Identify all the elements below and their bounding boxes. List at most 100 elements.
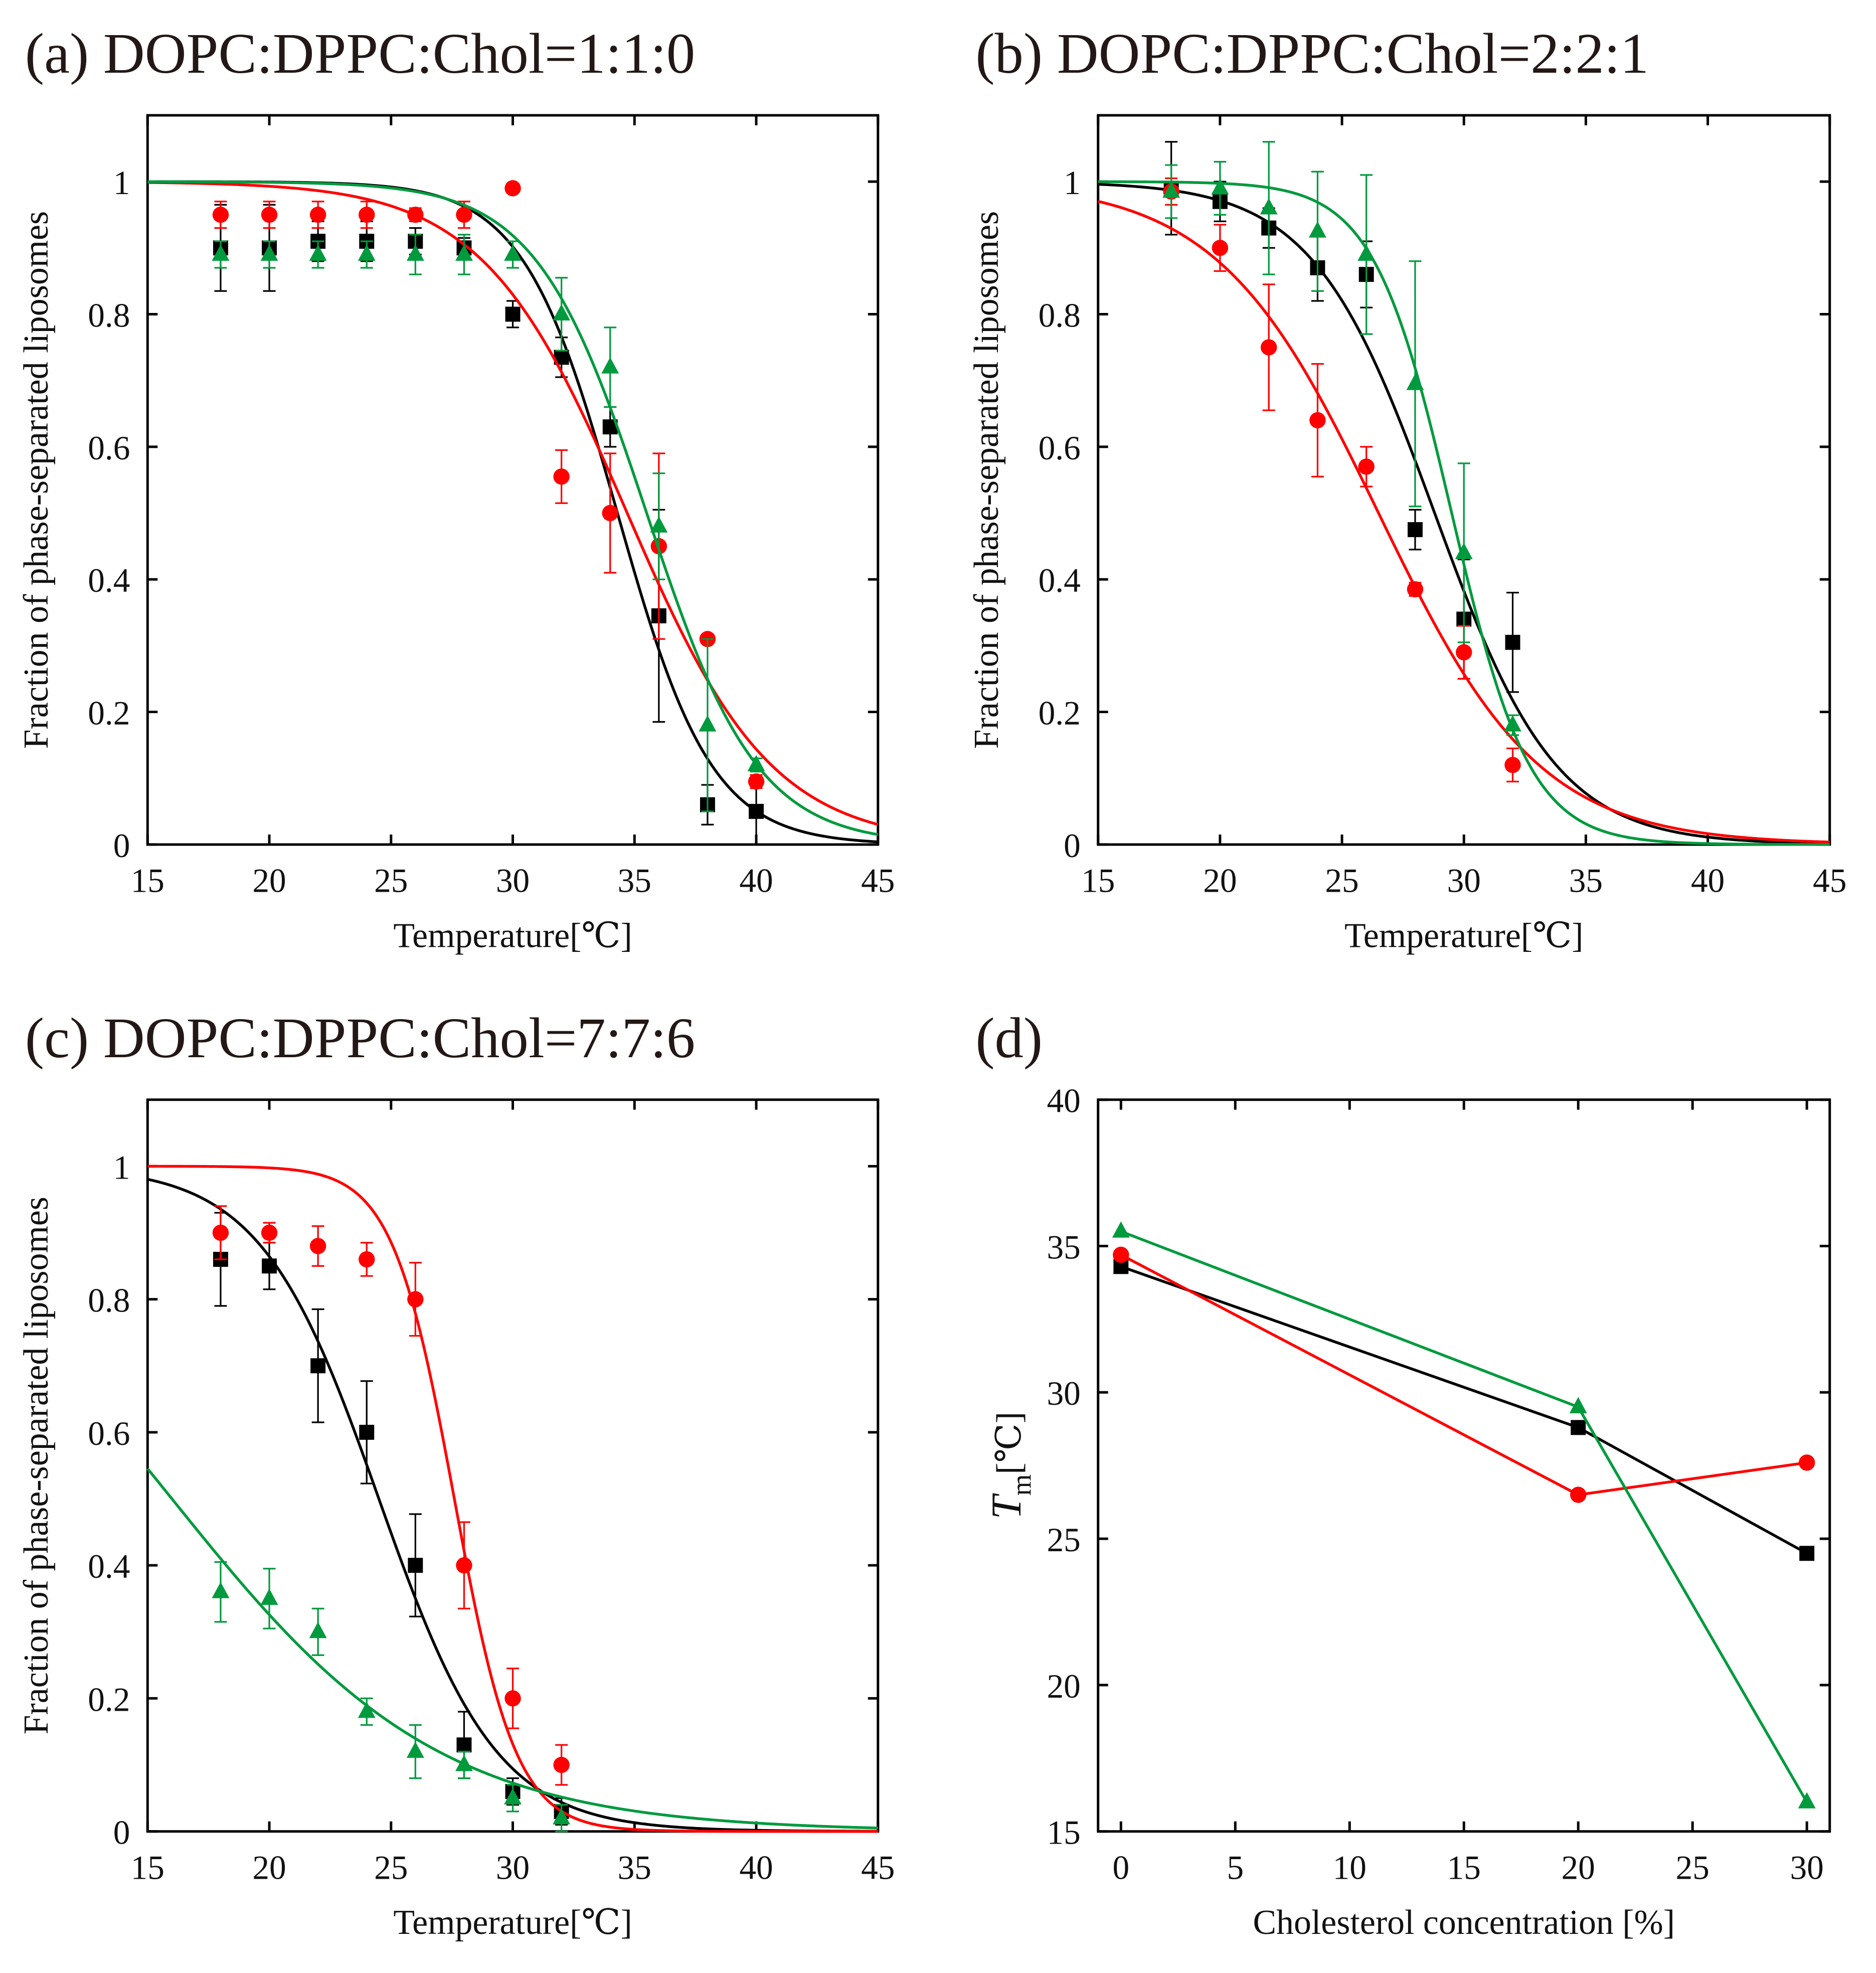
panel-c: (c) DOPC:DPPC:Chol=7:7:6 15 20 25 30 35 40 45 0 0… (17, 1006, 895, 1942)
x-tick-label: 45 (1813, 862, 1846, 900)
y-axis-label: Fraction of phase-separated liposomes (17, 1197, 56, 1734)
panel-title: (b) DOPC:DPPC:Chol=2:2:1 (975, 22, 1649, 85)
data-point-triangle (1569, 1397, 1587, 1413)
panel-a: (a) DOPC:DPPC:Chol=1:1:0 15 20 25 30 35 40 45 0 0… (17, 22, 895, 955)
data-point-circle (212, 1224, 229, 1241)
y-tick-label: 1 (113, 164, 130, 202)
data-point-triangle (212, 244, 230, 261)
panel-title: (d) (975, 1006, 1043, 1070)
x-tick-label: 10 (1333, 1849, 1367, 1886)
data-point-square (1505, 634, 1520, 650)
series-black (147, 180, 878, 846)
data-point-triangle (260, 1588, 278, 1605)
x-tick-label: 40 (1691, 862, 1725, 900)
y-tick-label: 20 (1047, 1668, 1080, 1705)
x-tick-label: 45 (861, 1849, 895, 1886)
data-point-circle (1309, 412, 1326, 429)
x-tick-label: 30 (496, 1849, 530, 1886)
x-tick-label: 45 (861, 862, 895, 900)
y-tick-label: 0.2 (88, 695, 130, 732)
data-point-circle (602, 505, 618, 522)
x-tick-label: 25 (374, 862, 408, 900)
data-point-triangle (1162, 181, 1180, 198)
data-point-triangle (504, 1788, 522, 1804)
y-axis-label-symbol: T (983, 1493, 1030, 1519)
data-point-triangle (1357, 244, 1376, 261)
y-tick-label: 25 (1047, 1521, 1080, 1559)
x-tick-label: 15 (1081, 862, 1115, 900)
data-point-square (1407, 522, 1423, 538)
data-point-square (456, 1737, 472, 1753)
x-axis-label: Temperature[℃] (393, 1903, 632, 1942)
x-tick-label: 15 (131, 862, 164, 900)
x-tick-label: 0 (1112, 1849, 1129, 1886)
y-tick-label: 0.6 (1039, 429, 1081, 467)
y-tick-label: 0.4 (1039, 562, 1081, 599)
data-point-circle (1358, 458, 1375, 475)
data-point-circle (359, 206, 375, 223)
fit-curve (147, 181, 879, 826)
data-point-circle (456, 206, 472, 223)
series-black (1113, 1259, 1815, 1561)
data-point-circle (212, 206, 229, 223)
y-tick-label: 0.6 (88, 429, 130, 467)
x-axis-label: Cholesterol concentration [%] (1253, 1903, 1675, 1942)
data-point-square (505, 306, 521, 322)
x-tick-label: 35 (618, 1849, 651, 1886)
y-tick-label: 40 (1047, 1082, 1080, 1120)
data-point-circle (309, 206, 326, 223)
data-point-triangle (455, 244, 473, 261)
data-point-circle (1798, 1454, 1815, 1471)
x-tick-label: 35 (1569, 862, 1603, 900)
data-point-square (1571, 1420, 1586, 1435)
data-point-triangle (747, 755, 765, 771)
data-point-circle (407, 1291, 424, 1307)
series-line (1120, 1230, 1808, 1803)
data-point-triangle (1455, 543, 1473, 559)
series-green (146, 1467, 878, 1833)
x-tick-label: 20 (1562, 1849, 1595, 1886)
series-green (147, 180, 879, 836)
y-tick-label: 0.4 (88, 1548, 130, 1585)
x-tick-label: 35 (618, 862, 651, 900)
data-point-triangle (1260, 198, 1278, 215)
data-point-triangle (406, 1741, 424, 1758)
series-red (1113, 1246, 1815, 1503)
y-tick-label: 35 (1047, 1228, 1080, 1266)
data-point-square (262, 1258, 277, 1274)
data-point-circle (553, 1756, 570, 1773)
data-point-triangle (260, 244, 278, 261)
y-tick-label: 0.2 (88, 1681, 130, 1718)
x-tick-label: 15 (1447, 1849, 1481, 1886)
x-tick-label: 5 (1227, 1849, 1244, 1886)
data-point-circle (1113, 1246, 1129, 1263)
x-axis-label: Temperature[℃] (393, 916, 632, 955)
data-point-triangle (309, 244, 327, 261)
x-tick-label: 25 (374, 1849, 408, 1886)
data-point-circle (1570, 1487, 1587, 1503)
x-tick-label: 20 (252, 862, 286, 900)
series-green (1112, 1221, 1816, 1808)
data-point-circle (407, 206, 424, 223)
data-point-circle (261, 1224, 278, 1241)
y-tick-label: 15 (1047, 1814, 1080, 1852)
data-point-circle (1456, 644, 1472, 661)
panel-d: (d) 0 5 10 15 20 25 30 15 20 25 30 35 40 Cholesterol c… (975, 1006, 1831, 1942)
x-tick-label: 40 (739, 1849, 773, 1886)
data-point-circle (1407, 581, 1424, 598)
fit-curve (147, 1178, 878, 1833)
fit-curve (147, 1165, 878, 1833)
fit-curve (147, 180, 878, 844)
data-point-circle (1504, 757, 1521, 773)
data-point-triangle (504, 244, 522, 261)
panel-title: (c) DOPC:DPPC:Chol=7:7:6 (25, 1006, 695, 1070)
data-point-triangle (553, 1808, 571, 1825)
data-point-triangle (309, 1621, 327, 1638)
data-point-circle (359, 1251, 375, 1268)
data-point-circle (1260, 339, 1277, 356)
series-red (147, 1165, 878, 1833)
data-point-triangle (699, 715, 717, 732)
plot-frame (146, 114, 880, 846)
x-tick-label: 40 (739, 862, 773, 900)
y-tick-label: 30 (1047, 1375, 1080, 1412)
